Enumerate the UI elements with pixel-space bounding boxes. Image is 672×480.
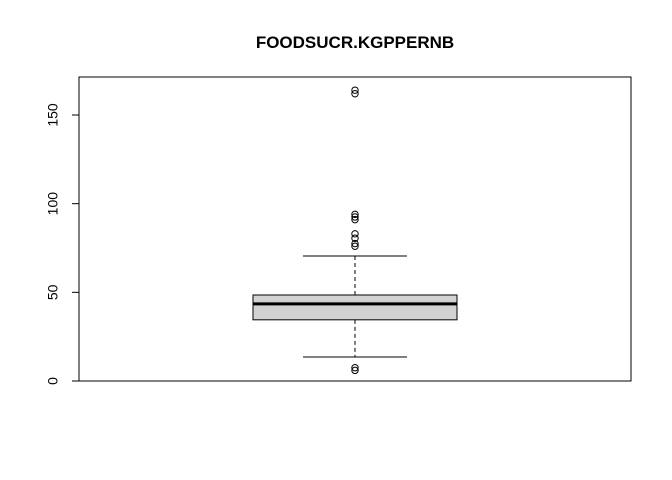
y-tick-label: 0 (45, 377, 61, 385)
outlier-point (351, 230, 359, 238)
outlier-point (351, 213, 359, 221)
outlier-point (351, 239, 359, 248)
y-axis: 0 50 100 150 (45, 103, 80, 385)
outlier-point (351, 234, 359, 242)
outlier-point (351, 364, 359, 372)
outlier-point (351, 215, 359, 224)
outlier-point (351, 86, 359, 94)
outlier-point (351, 366, 359, 375)
outlier-point (351, 242, 359, 250)
outlier-point (351, 90, 359, 98)
y-tick-label: 150 (45, 103, 61, 127)
y-tick-label: 50 (45, 284, 61, 300)
chart-title: FOODSUCR.KGPPERNB (256, 33, 454, 52)
box-group (252, 255, 458, 358)
y-tick-label: 100 (45, 192, 61, 216)
outlier-group (351, 86, 359, 375)
iqr-box (252, 294, 458, 321)
outlier-point (351, 210, 359, 219)
